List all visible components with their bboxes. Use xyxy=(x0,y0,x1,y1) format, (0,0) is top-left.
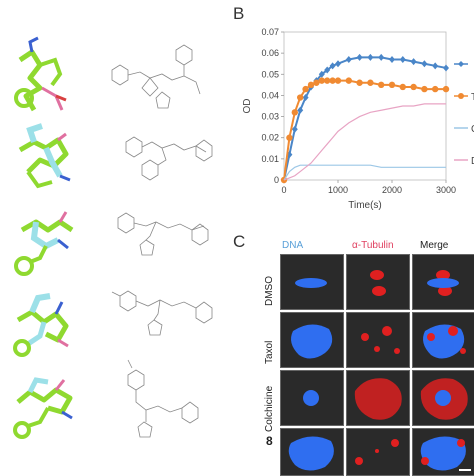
series-point xyxy=(356,53,363,61)
legend-entry-1: T xyxy=(471,92,474,103)
series-point xyxy=(345,77,352,84)
series-point xyxy=(443,64,449,72)
series-line-3 xyxy=(283,103,446,181)
y-tick-label: 0 xyxy=(274,175,279,185)
series-point xyxy=(388,81,396,89)
legend-marker xyxy=(458,93,464,99)
series-point xyxy=(297,94,304,101)
series-line-2 xyxy=(283,164,446,181)
x-tick-label: 2000 xyxy=(382,185,402,195)
micro-cell-8-tubulin xyxy=(346,428,410,476)
legend-entry-2: C xyxy=(471,124,474,135)
micro-cell-colchicine-tubulin xyxy=(346,370,410,426)
series-point xyxy=(291,125,298,133)
micro-cell-dmso-dna xyxy=(280,254,344,310)
series-point xyxy=(324,77,331,84)
series-point xyxy=(389,55,395,63)
legend-entry-3: D xyxy=(471,156,474,167)
series-point xyxy=(410,58,417,66)
micro-cell-colchicine-dna xyxy=(280,370,344,426)
series-point xyxy=(334,77,342,84)
docked-ligand-3d-1 xyxy=(14,36,67,112)
y-axis-label: OD xyxy=(242,99,253,114)
y-tick-label: 0.02 xyxy=(261,133,279,143)
series-point xyxy=(335,60,341,68)
plot-frame xyxy=(283,31,447,181)
series-point xyxy=(410,83,417,91)
structure-2d-2 xyxy=(125,136,213,181)
series-point xyxy=(367,79,374,86)
structure-2d-1 xyxy=(111,44,201,109)
od-time-chart: 0 0.01 0.02 0.03 0.04 0.05 0.06 0.07 0 1000 2000 30… xyxy=(242,27,474,211)
series-point xyxy=(378,81,385,89)
y-tick-label: 0.03 xyxy=(261,112,279,122)
legend-marker xyxy=(458,61,464,67)
microscopy-panel: DNA α-Tubulin Merge DMSO Taxol Colchicin… xyxy=(260,236,474,476)
panel-label-b: B xyxy=(233,4,245,23)
docking-structures-panel xyxy=(13,36,213,439)
y-tick-label: 0.01 xyxy=(261,154,279,164)
docked-ligand-3d-5 xyxy=(13,377,73,439)
series-point xyxy=(291,109,298,116)
series-point xyxy=(318,70,325,78)
micro-cell-8-merge xyxy=(412,428,474,476)
micro-cell-dmso-merge xyxy=(412,254,474,310)
structure-2d-3 xyxy=(117,212,209,256)
structure-2d-4 xyxy=(111,290,213,336)
series-point xyxy=(307,81,315,89)
series-point xyxy=(399,83,406,91)
series-point xyxy=(399,55,406,63)
y-tick-label: 0.07 xyxy=(261,27,279,37)
column-header-dna: DNA xyxy=(282,240,304,251)
micro-cell-colchicine-merge xyxy=(412,370,474,426)
series-point xyxy=(286,134,293,141)
series-point xyxy=(329,62,336,70)
row-label-dmso: DMSO xyxy=(264,276,275,306)
x-tick-label: 3000 xyxy=(436,185,456,195)
micro-cell-8-dna xyxy=(280,428,344,476)
series-point xyxy=(367,53,374,61)
docked-ligand-3d-3 xyxy=(14,211,74,276)
series-point xyxy=(345,55,352,63)
micro-cell-taxol-merge xyxy=(412,312,474,368)
panel-label-c: C xyxy=(233,232,246,251)
row-label-colchicine: Colchicine xyxy=(264,385,275,432)
series-point xyxy=(313,79,320,86)
y-tick-label: 0.06 xyxy=(261,48,279,58)
series-point xyxy=(421,85,428,93)
series-point xyxy=(432,62,439,70)
series-point xyxy=(356,79,363,86)
x-tick-label: 0 xyxy=(281,185,286,195)
series-point xyxy=(324,66,331,74)
y-tick-label: 0.05 xyxy=(261,69,279,79)
micro-cell-taxol-dna xyxy=(280,312,344,368)
series-point xyxy=(378,53,385,61)
x-tick-label: 1000 xyxy=(328,185,348,195)
docked-ligand-3d-4 xyxy=(13,293,69,357)
series-point xyxy=(297,106,304,114)
column-header-merge: Merge xyxy=(420,240,449,251)
micro-cell-taxol-tubulin xyxy=(346,312,410,368)
structure-2d-5 xyxy=(127,359,199,438)
series-point xyxy=(302,94,309,102)
row-label-compound-8: 8 xyxy=(266,434,273,448)
series-point xyxy=(302,85,309,93)
series-line-0 xyxy=(283,56,447,181)
series-point xyxy=(432,85,439,93)
series-point xyxy=(286,151,293,159)
micro-cell-dmso-tubulin xyxy=(346,254,410,310)
column-header-tubulin: α-Tubulin xyxy=(352,240,394,251)
row-label-taxol: Taxol xyxy=(264,340,275,364)
series-point xyxy=(318,77,325,84)
series-point xyxy=(421,60,428,68)
x-axis-label: Time(s) xyxy=(348,200,382,211)
series-point xyxy=(442,85,450,93)
docked-ligand-3d-2 xyxy=(18,123,71,189)
series-point xyxy=(329,77,336,84)
y-tick-label: 0.04 xyxy=(261,90,279,100)
